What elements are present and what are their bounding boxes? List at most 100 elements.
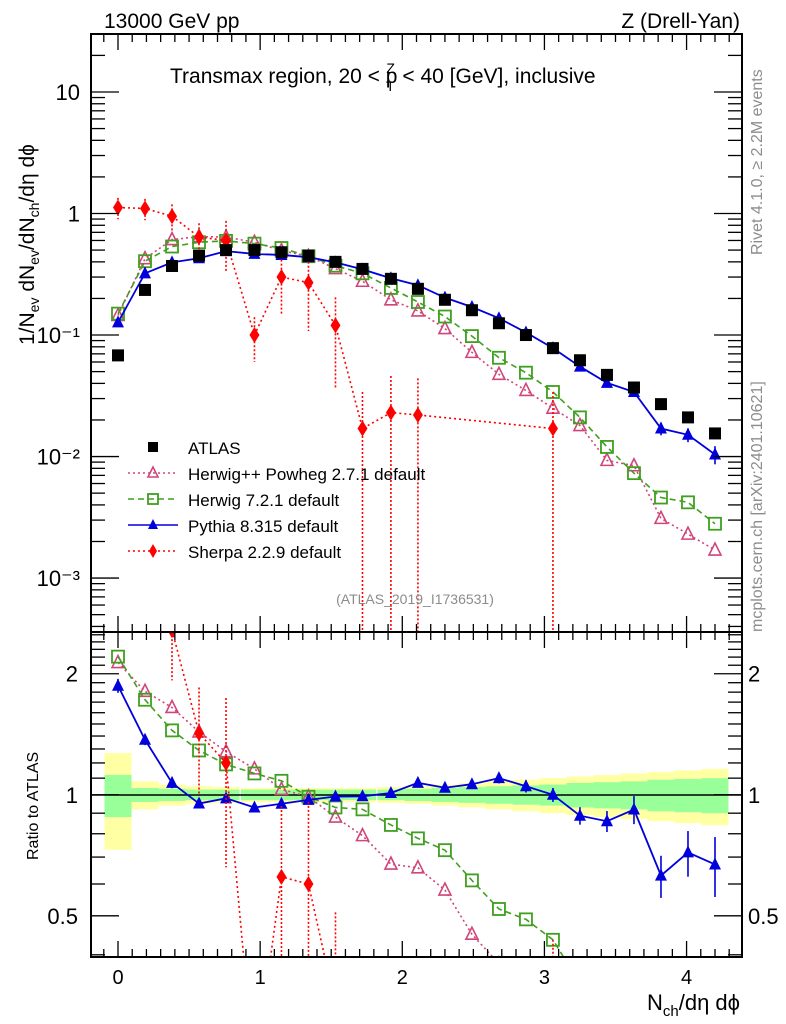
y-tick-label: 10⁻² bbox=[37, 445, 80, 470]
x-label-rest: /dη dϕ bbox=[679, 990, 740, 1015]
ratio-data-point bbox=[411, 775, 424, 788]
atlas-data-point bbox=[627, 381, 640, 394]
title-post: < 40 [GeV], inclusive bbox=[397, 65, 596, 88]
ratio-y-tick-label-left: 0.5 bbox=[47, 904, 78, 929]
main-data-point bbox=[438, 309, 452, 324]
ratio-y-tick-label-right: 1 bbox=[748, 783, 760, 808]
main-data-point bbox=[167, 208, 178, 225]
ratio-data-point bbox=[303, 875, 314, 892]
x-tick-label: 0 bbox=[112, 967, 123, 989]
ratio-data-point bbox=[274, 773, 289, 788]
main-data-point bbox=[627, 466, 641, 481]
main-data-point bbox=[600, 440, 614, 454]
ratio-data-point bbox=[247, 766, 262, 781]
atlas-data-point bbox=[139, 283, 152, 296]
main-data-point bbox=[654, 421, 667, 434]
main-data-point bbox=[113, 199, 124, 216]
main-data-point bbox=[545, 399, 561, 414]
atlas-data-point bbox=[519, 329, 532, 342]
ratio-data-point bbox=[356, 789, 369, 802]
ratio-data-point bbox=[573, 808, 586, 821]
analysis-watermark: (ATLAS_2019_I1736531) bbox=[336, 591, 494, 607]
ratio-data-point bbox=[438, 843, 452, 858]
ratio-data-point bbox=[274, 780, 289, 796]
main-data-point bbox=[330, 317, 341, 334]
ratio-data-point bbox=[437, 881, 453, 896]
atlas-data-point bbox=[356, 262, 369, 275]
main-data-point bbox=[164, 230, 180, 246]
ratio-y-axis-label: Ratio to ATLAS bbox=[25, 752, 42, 860]
ratio-data-point bbox=[164, 698, 180, 714]
main-data-point bbox=[385, 404, 396, 421]
atlas-data-point bbox=[384, 272, 397, 285]
title-text: Transmax region, 20 < pZ T < 40 [GeV], in… bbox=[170, 60, 596, 94]
ratio-data-point bbox=[329, 789, 342, 802]
atlas-data-point bbox=[438, 293, 451, 306]
plot-title: Transmax region, 20 < pZ T < 40 [GeV], in… bbox=[170, 60, 596, 94]
header-right: Z (Drell-Yan) bbox=[621, 10, 740, 33]
main-data-point bbox=[411, 295, 425, 309]
main-data-point bbox=[355, 272, 370, 288]
ratio-data-point bbox=[193, 796, 206, 809]
x-tick-label: 2 bbox=[397, 967, 408, 989]
ratio-data-point bbox=[355, 802, 370, 817]
main-data-point bbox=[165, 239, 179, 254]
atlas-data-point bbox=[193, 249, 206, 262]
x-tick-label: 1 bbox=[255, 967, 266, 989]
main-data-point bbox=[653, 509, 669, 525]
ratio-data-point bbox=[220, 791, 233, 804]
main-series-line bbox=[117, 235, 716, 551]
main-data-point bbox=[412, 406, 423, 423]
main-data-point bbox=[303, 274, 314, 291]
ratio-data-point bbox=[139, 732, 152, 745]
main-data-point bbox=[249, 327, 260, 344]
legend-marker-icon bbox=[147, 493, 159, 505]
ratio-data-point bbox=[520, 971, 532, 983]
main-data-point bbox=[137, 249, 153, 265]
main-data-point bbox=[519, 365, 533, 380]
ratio-y-tick-label-right: 0.5 bbox=[748, 904, 779, 929]
ratio-data-point bbox=[302, 792, 315, 805]
ratio-data-point bbox=[328, 808, 343, 823]
atlas-data-point bbox=[654, 398, 667, 411]
legend-item: Herwig 7.2.1 default bbox=[128, 491, 339, 510]
legend-item: Herwig++ Powheg 2.7.1 default bbox=[128, 465, 425, 484]
atlas-data-point bbox=[302, 249, 315, 262]
ratio-y-tick-label-left: 2 bbox=[66, 662, 78, 687]
ratio-data-point bbox=[384, 818, 398, 832]
main-data-point bbox=[681, 427, 694, 440]
legend-item: Pythia 8.315 default bbox=[128, 517, 339, 536]
main-data-point bbox=[654, 490, 668, 505]
main-data-point bbox=[599, 451, 615, 467]
main-data-point bbox=[573, 410, 587, 425]
x-label-main: N bbox=[647, 990, 663, 1015]
mcplots-label: mcplots.cern.ch [arXiv:2401.10621] bbox=[749, 381, 766, 632]
ratio-data-point bbox=[681, 845, 694, 858]
main-data-point bbox=[139, 266, 152, 279]
ratio-data-point bbox=[654, 868, 667, 881]
ratio-data-point bbox=[276, 868, 287, 885]
ratio-series-line bbox=[117, 656, 565, 957]
ratio-y-tick-label-left: 1 bbox=[66, 783, 78, 808]
ratio-data-point bbox=[600, 814, 613, 827]
ratio-data-point bbox=[113, 298, 123, 314]
main-data-point bbox=[112, 315, 125, 328]
ratio-data-point bbox=[137, 682, 153, 698]
legend-item: ATLAS bbox=[148, 439, 241, 458]
main-data-point bbox=[518, 381, 534, 397]
ratio-data-point bbox=[411, 831, 425, 846]
legend-label: Herwig++ Powheg 2.7.1 default bbox=[188, 465, 425, 484]
main-data-point bbox=[547, 420, 558, 437]
ratio-data-point bbox=[546, 787, 559, 800]
main-data-point bbox=[357, 420, 368, 437]
ratio-series-line bbox=[117, 662, 494, 957]
legend-label: Pythia 8.315 default bbox=[188, 517, 339, 536]
atlas-data-point bbox=[411, 282, 424, 295]
main-data-point bbox=[572, 416, 588, 432]
ratio-data-point bbox=[464, 925, 480, 941]
main-panel bbox=[91, 197, 742, 983]
main-data-point bbox=[383, 290, 399, 306]
legend-label: Herwig 7.2.1 default bbox=[188, 491, 339, 510]
ratio-data-point bbox=[168, 632, 176, 639]
atlas-data-point bbox=[546, 342, 559, 355]
